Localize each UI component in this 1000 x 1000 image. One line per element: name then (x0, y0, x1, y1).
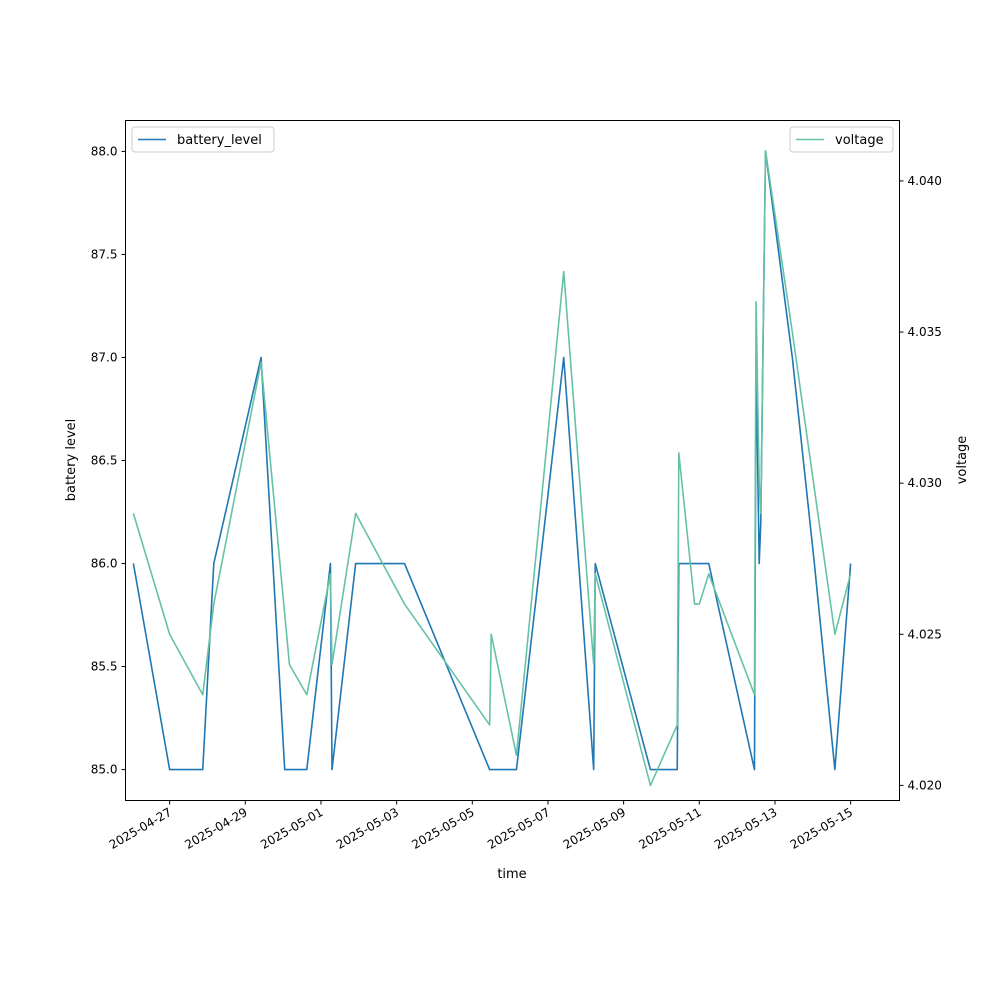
axes-layer: 2025-04-27 2025-04-29 2025-05-01 2025-05-03… (91, 144, 942, 852)
legend-battery-level-label: battery_level (177, 133, 262, 148)
legend-voltage: voltage (789, 126, 894, 153)
legend-voltage-box (789, 126, 894, 153)
x-axis-title: time (497, 867, 526, 882)
series-line-voltage (132, 149, 852, 787)
y-right-axis-title: voltage (955, 436, 970, 485)
x-tick-label: 2025-05-15 (788, 805, 855, 852)
y-left-tick-label: 86.5 (91, 454, 118, 468)
x-tick-label: 2025-05-05 (409, 805, 476, 852)
x-tick-label: 2025-05-11 (636, 805, 703, 852)
x-tick-label: 2025-05-01 (258, 805, 325, 852)
y-left-tick-label: 86.0 (91, 557, 118, 571)
x-tick-label: 2025-05-13 (712, 805, 779, 852)
legend-battery-level-box (131, 126, 275, 153)
y-right-tick-label: 4.020 (908, 778, 942, 792)
y-left-tick-label: 87.0 (91, 350, 118, 364)
x-tick-label: 2025-05-09 (561, 805, 628, 852)
y-left-axis-title: battery level (64, 419, 79, 502)
y-left-tick-label: 85.5 (91, 660, 118, 674)
y-right-tick-label: 4.035 (908, 325, 942, 339)
y-left-tick-label: 87.5 (91, 247, 118, 261)
y-left-tick-label: 88.0 (91, 144, 118, 158)
x-tick-label: 2025-04-27 (107, 805, 174, 852)
x-tick-label: 2025-05-07 (485, 805, 552, 852)
x-tick-label: 2025-04-29 (182, 805, 249, 852)
y-right-tick-label: 4.025 (908, 627, 942, 641)
y-right-tick-label: 4.040 (908, 174, 942, 188)
series-layer (132, 149, 852, 787)
x-tick-label: 2025-05-03 (334, 805, 401, 852)
y-right-tick-label: 4.030 (908, 476, 942, 490)
legend-voltage-label: voltage (835, 133, 884, 148)
y-left-tick-label: 85.0 (91, 763, 118, 777)
legend-battery-level: battery_level (131, 126, 275, 153)
series-line-battery-level (132, 150, 852, 771)
